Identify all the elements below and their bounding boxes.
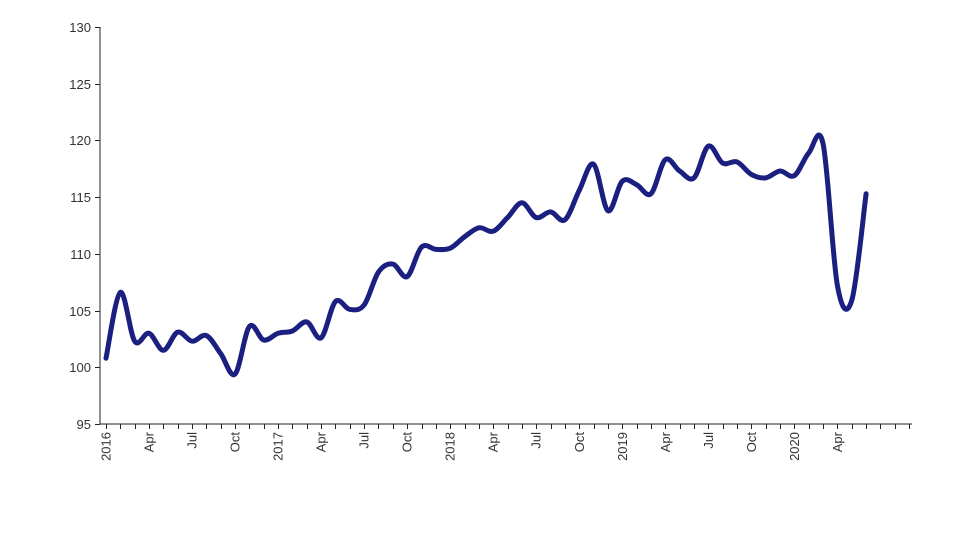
y-tick-label: 115 — [70, 190, 91, 205]
data-point — [779, 170, 782, 173]
data-point — [348, 308, 351, 311]
data-point — [865, 192, 868, 195]
data-point — [492, 230, 495, 233]
data-point — [520, 201, 523, 204]
x-tick-label: Apr — [142, 431, 157, 452]
data-point — [635, 183, 638, 186]
data-point — [205, 334, 208, 337]
data-point — [119, 291, 122, 294]
data-point — [391, 263, 394, 266]
data-point — [822, 142, 825, 145]
data-point — [234, 373, 237, 376]
plot-area — [103, 132, 869, 378]
y-axis: 95 100 105 110 115 120 125 130 — [69, 20, 101, 432]
x-tick-label: 2016 — [99, 432, 114, 461]
data-point — [549, 210, 552, 213]
data-point — [377, 271, 380, 274]
data-point — [850, 299, 853, 302]
data-point — [291, 329, 294, 332]
x-tick-label: Oct — [228, 432, 243, 453]
x-tick-label: Jul — [701, 432, 716, 449]
data-point — [664, 158, 667, 161]
x-tick-label: 2018 — [443, 432, 458, 461]
y-tick-label: 125 — [69, 77, 91, 92]
x-tick-label: Jul — [529, 432, 544, 449]
data-point — [707, 145, 710, 148]
x-axis: 2016 Apr Jul Oct 2017 Apr Jul Oct 2018 Apr Jul Oct 2… — [99, 423, 912, 461]
y-tick-label: 120 — [69, 133, 91, 148]
data-point — [750, 173, 753, 176]
data-point — [764, 176, 767, 179]
data-point — [693, 176, 696, 179]
y-tick-label: 130 — [69, 20, 91, 35]
data-point — [721, 162, 724, 165]
data-point — [334, 300, 337, 303]
data-point — [105, 357, 108, 360]
x-tick-label: 2020 — [787, 432, 802, 461]
data-point — [162, 349, 165, 352]
data-point — [305, 320, 308, 323]
data-point — [248, 325, 251, 328]
data-point — [578, 189, 581, 192]
data-point — [434, 248, 437, 251]
data-point — [320, 336, 323, 339]
data-point — [678, 170, 681, 173]
x-tick-label: Oct — [400, 432, 415, 453]
data-point — [592, 163, 595, 166]
x-tick-label: Apr — [658, 431, 673, 452]
data-point — [219, 352, 222, 355]
x-tick-label: Oct — [572, 432, 587, 453]
data-point — [606, 209, 609, 212]
data-point — [563, 218, 566, 221]
data-point — [191, 340, 194, 343]
data-point — [363, 303, 366, 306]
data-point — [277, 332, 280, 335]
x-tick-label: Jul — [185, 432, 200, 449]
x-tick-label: Oct — [744, 432, 759, 453]
x-tick-label: Apr — [830, 431, 845, 452]
data-point — [649, 192, 652, 195]
data-point — [807, 151, 810, 154]
data-point — [148, 332, 151, 335]
data-point — [420, 246, 423, 249]
x-tick-label: 2017 — [271, 432, 286, 461]
data-point — [133, 340, 136, 343]
data-point — [262, 339, 265, 342]
x-tick-label: Apr — [486, 431, 501, 452]
data-point — [176, 331, 179, 334]
x-tick-label: 2019 — [615, 432, 630, 461]
data-point — [463, 235, 466, 238]
data-point — [793, 174, 796, 177]
x-tick-label: Apr — [314, 431, 329, 452]
data-point — [836, 284, 839, 287]
data-point — [736, 160, 739, 163]
y-tick-label: 100 — [69, 360, 91, 375]
x-tick-label: Jul — [357, 432, 372, 449]
data-point — [621, 180, 624, 183]
y-tick-label: 105 — [69, 304, 91, 319]
y-tick-label: 110 — [70, 247, 91, 262]
y-tick-label: 95 — [77, 417, 91, 432]
data-point — [535, 216, 538, 219]
data-point — [477, 226, 480, 229]
data-point — [406, 275, 409, 278]
data-point — [506, 216, 509, 219]
data-point — [449, 247, 452, 250]
series-line — [103, 132, 869, 378]
